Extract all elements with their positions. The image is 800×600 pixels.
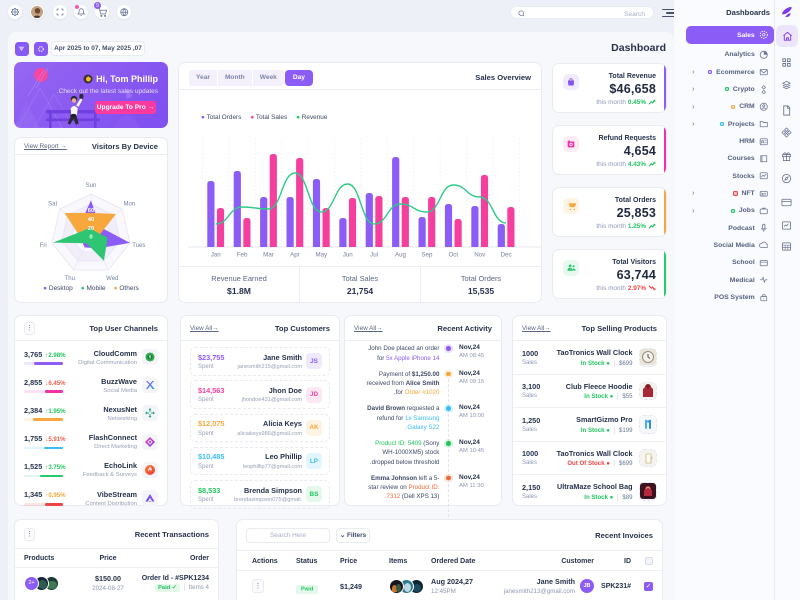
svg-text:60: 60 — [88, 208, 94, 214]
svg-text:Sat: Sat — [48, 201, 57, 207]
svg-text:May: May — [315, 252, 328, 259]
svg-text:Mar: Mar — [263, 252, 274, 259]
svg-text:Feb: Feb — [237, 252, 248, 259]
svg-text:40: 40 — [88, 217, 94, 223]
svg-text:Dec: Dec — [501, 252, 512, 259]
svg-text:Aug: Aug — [395, 252, 407, 259]
svg-text:Oct: Oct — [448, 252, 458, 259]
svg-text:Jul: Jul — [370, 252, 378, 259]
svg-text:Nov: Nov — [474, 252, 486, 259]
svg-text:20: 20 — [88, 226, 94, 232]
svg-text:Jan: Jan — [211, 252, 222, 259]
svg-text:Apr: Apr — [290, 252, 300, 259]
svg-text:Wed: Wed — [106, 276, 118, 282]
svg-text:Sep: Sep — [421, 252, 433, 259]
svg-text:Jun: Jun — [343, 252, 354, 259]
svg-text:Tues: Tues — [132, 243, 145, 249]
svg-text:0: 0 — [89, 235, 92, 241]
svg-text:Sun: Sun — [86, 183, 97, 189]
svg-text:Fri: Fri — [40, 243, 47, 249]
svg-text:Mon: Mon — [123, 201, 135, 207]
svg-text:Thu: Thu — [65, 276, 75, 282]
